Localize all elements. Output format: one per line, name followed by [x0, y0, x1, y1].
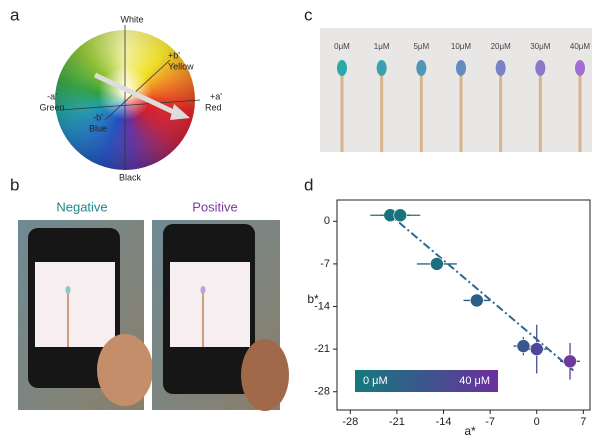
- swab-tip: [377, 60, 387, 76]
- point: [394, 209, 407, 222]
- swab-label: 30μM: [530, 42, 551, 51]
- swab-label: 0μM: [334, 42, 350, 51]
- panel-label: a: [10, 5, 20, 24]
- swab-label: 1μM: [374, 42, 390, 51]
- point: [430, 257, 443, 270]
- wheel-label: Green: [39, 102, 64, 112]
- y-tick-label: 0: [324, 215, 330, 227]
- x-tick-label: -7: [485, 416, 495, 428]
- swab-tip: [496, 60, 506, 76]
- screen: [35, 262, 115, 347]
- x-axis-label: a*: [464, 424, 476, 438]
- y-tick-label: -21: [314, 343, 330, 355]
- point: [470, 294, 483, 307]
- x-tick-label: -14: [436, 416, 452, 428]
- hand: [97, 334, 153, 406]
- swab-tip: [337, 60, 347, 76]
- photo-caption: Positive: [192, 199, 238, 214]
- y-tick-label: -7: [320, 258, 330, 270]
- swab-tip: [201, 286, 206, 294]
- swab-tip: [535, 60, 545, 76]
- x-tick-label: 0: [534, 416, 540, 428]
- photo-caption: Negative: [56, 199, 107, 214]
- swab-tip: [66, 286, 71, 294]
- panel-label: d: [304, 175, 313, 194]
- wheel-label: Yellow: [168, 61, 194, 71]
- figure: a White +b' Yellow -a' Green +a' Red -b'…: [0, 0, 600, 441]
- fit-line: [387, 212, 573, 370]
- swab-label: 40μM: [570, 42, 591, 51]
- wheel-label: +b': [168, 50, 180, 60]
- point: [517, 340, 530, 353]
- x-tick-label: 7: [580, 416, 586, 428]
- swab-label: 10μM: [451, 42, 472, 51]
- wheel-label: Red: [205, 102, 222, 112]
- wheel-label: Blue: [89, 123, 107, 133]
- wheel-label: -a': [47, 91, 57, 101]
- wheel-label: White: [120, 14, 143, 24]
- swab-label: 20μM: [491, 42, 512, 51]
- canvas: a White +b' Yellow -a' Green +a' Red -b'…: [0, 0, 600, 441]
- point: [564, 355, 577, 368]
- hand: [241, 339, 289, 411]
- wheel-label: Black: [119, 172, 142, 182]
- swab-tip: [456, 60, 466, 76]
- swab-tip: [416, 60, 426, 76]
- x-tick-label: -21: [389, 416, 405, 428]
- colorbar-label: 40 μM: [459, 375, 490, 387]
- colorbar-label: 0 μM: [363, 375, 388, 387]
- wheel-label: +a': [210, 91, 222, 101]
- photo-positive: [152, 220, 289, 411]
- swab-tip: [575, 60, 585, 76]
- y-tick-label: -14: [314, 300, 330, 312]
- x-tick-label: -28: [342, 416, 358, 428]
- panel-label: c: [304, 5, 313, 24]
- swab-label: 5μM: [413, 42, 429, 51]
- photo-negative: [18, 220, 153, 410]
- point: [530, 343, 543, 356]
- screen: [170, 262, 250, 347]
- wheel-label: -b': [93, 112, 103, 122]
- panel-label: b: [10, 175, 19, 194]
- y-tick-label: -28: [314, 386, 330, 398]
